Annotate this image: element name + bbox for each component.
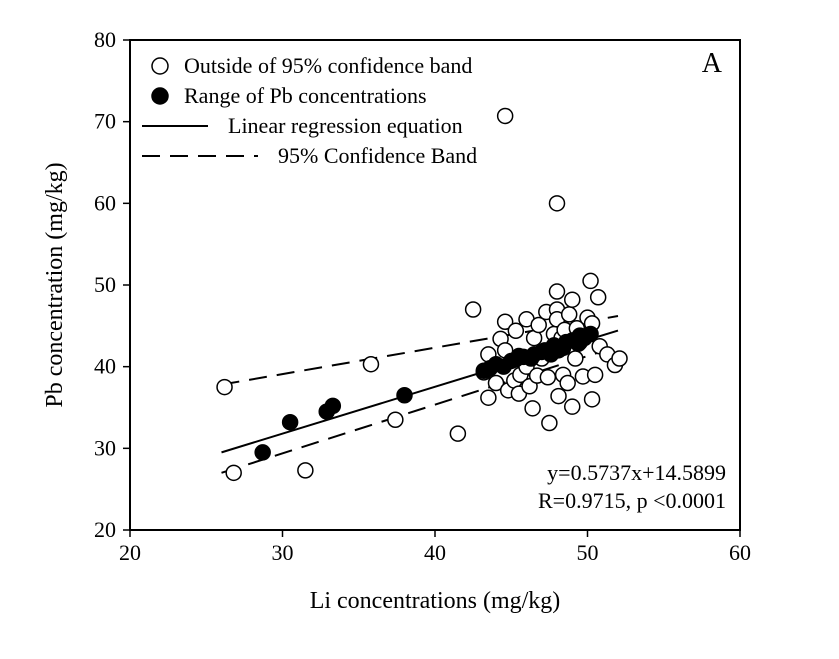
data-point-open [585, 392, 600, 407]
x-axis-label: Li concentrations (mg/kg) [310, 588, 561, 614]
data-point-open [525, 401, 540, 416]
data-point-open [498, 108, 513, 123]
data-point-open [551, 389, 566, 404]
x-tick-label: 60 [729, 540, 751, 565]
y-tick-label: 70 [94, 109, 116, 134]
legend-marker-filled [152, 88, 168, 104]
data-point-open [550, 196, 565, 211]
data-point-filled [255, 445, 270, 460]
data-point-open [588, 367, 603, 382]
data-point-open [583, 273, 598, 288]
data-point-open [450, 426, 465, 441]
scatter-chart: 20 30 40 50 60 20 30 40 50 60 70 80 Li concentration… [0, 0, 839, 659]
data-point-open [481, 390, 496, 405]
legend-label: 95% Confidence Band [278, 143, 477, 168]
data-point-filled [397, 388, 412, 403]
data-point-open [560, 376, 575, 391]
x-tick-label: 20 [119, 540, 141, 565]
data-point-open [550, 284, 565, 299]
data-point-open [226, 465, 241, 480]
x-tick-label: 40 [424, 540, 446, 565]
data-point-open [540, 370, 555, 385]
x-tick-label: 30 [272, 540, 294, 565]
legend-label: Outside of 95% confidence band [184, 53, 472, 78]
data-point-filled [283, 415, 298, 430]
annotation-line: R=0.9715, p <0.0001 [538, 488, 726, 513]
y-axis-label: Pb concentration (mg/kg) [42, 162, 68, 407]
x-tick-label: 50 [577, 540, 599, 565]
legend-label: Linear regression equation [228, 113, 463, 138]
data-point-filled [583, 327, 598, 342]
data-point-open [217, 380, 232, 395]
y-tick-label: 40 [94, 354, 116, 379]
chart-container: 20 30 40 50 60 20 30 40 50 60 70 80 Li concentration… [0, 0, 839, 659]
data-point-open [466, 302, 481, 317]
annotation-line: y=0.5737x+14.5899 [547, 460, 726, 485]
data-point-open [612, 351, 627, 366]
data-point-filled [325, 398, 340, 413]
y-tick-label: 30 [94, 435, 116, 460]
panel-label: A [702, 48, 723, 79]
data-point-open [562, 307, 577, 322]
data-point-open [298, 463, 313, 478]
data-point-open [568, 351, 583, 366]
data-point-open [363, 357, 378, 372]
data-point-open [565, 292, 580, 307]
y-tick-label: 50 [94, 272, 116, 297]
legend-label: Range of Pb concentrations [184, 83, 427, 108]
y-tick-label: 80 [94, 27, 116, 52]
y-tick-label: 60 [94, 190, 116, 215]
data-point-open [542, 416, 557, 431]
data-point-open [565, 399, 580, 414]
y-tick-label: 20 [94, 517, 116, 542]
data-point-open [591, 290, 606, 305]
data-point-open [388, 412, 403, 427]
legend-marker-open [152, 58, 168, 74]
